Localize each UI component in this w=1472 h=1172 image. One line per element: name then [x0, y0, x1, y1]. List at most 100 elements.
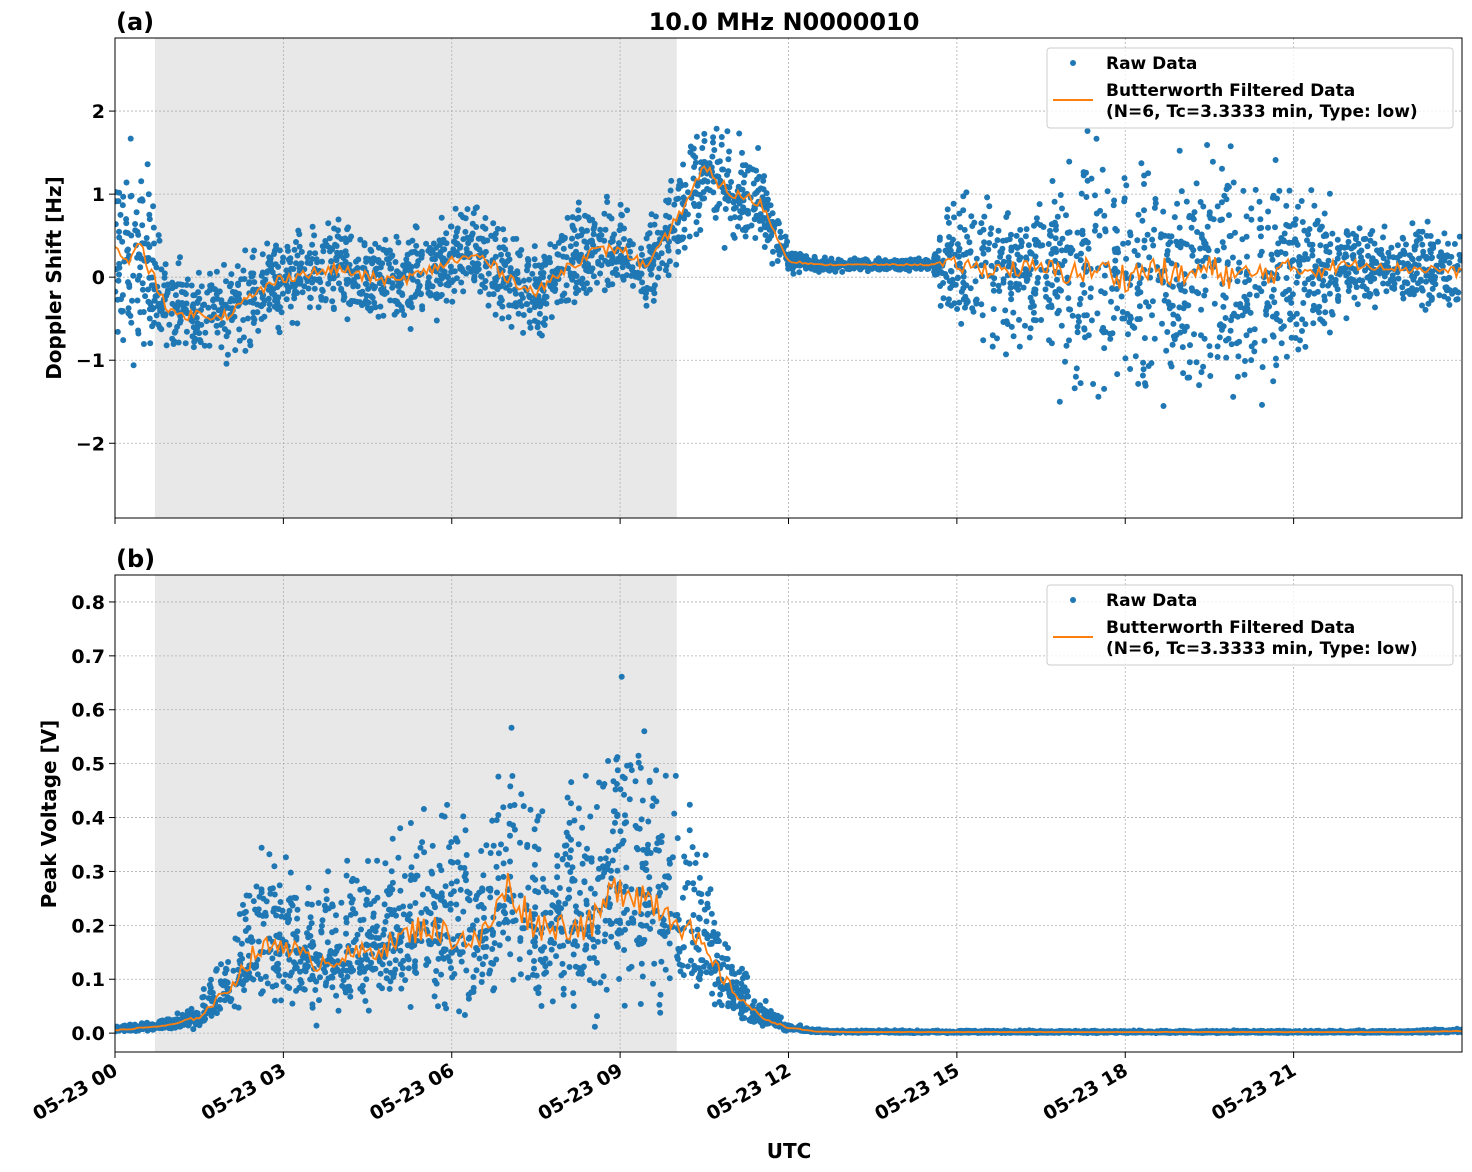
raw-point [493, 817, 500, 824]
raw-point [1005, 263, 1012, 270]
raw-point [610, 778, 617, 785]
raw-point [1074, 329, 1081, 336]
raw-point [495, 773, 502, 780]
raw-point [221, 261, 227, 268]
raw-point [345, 276, 352, 283]
raw-point [1048, 304, 1055, 311]
raw-point [473, 224, 480, 230]
raw-point [1372, 304, 1378, 311]
raw-point [296, 243, 303, 250]
raw-point [948, 302, 955, 309]
raw-point [374, 857, 381, 864]
raw-point [203, 318, 210, 325]
raw-point [955, 253, 962, 260]
raw-point [375, 257, 382, 263]
raw-point [237, 951, 244, 958]
raw-point [714, 952, 721, 959]
raw-point [1229, 254, 1236, 261]
raw-point [146, 315, 153, 322]
axes-frame [114, 37, 1463, 519]
raw-point [1364, 243, 1371, 250]
raw-point [453, 878, 460, 885]
raw-point [119, 238, 126, 245]
raw-point [116, 234, 123, 241]
raw-point [482, 263, 489, 270]
raw-point [1141, 237, 1148, 244]
raw-point [573, 241, 580, 247]
raw-point [1345, 238, 1352, 245]
raw-point [963, 189, 970, 196]
raw-point [1038, 317, 1045, 323]
raw-point [666, 258, 673, 265]
raw-point [614, 767, 621, 774]
raw-point [1095, 393, 1102, 400]
raw-point [978, 301, 985, 308]
raw-point [1008, 290, 1015, 297]
panel-label-b: (b) [116, 545, 155, 573]
raw-point [280, 254, 287, 261]
raw-point [589, 936, 596, 943]
raw-point [891, 257, 898, 264]
raw-point [214, 329, 221, 336]
raw-point [1257, 252, 1264, 259]
raw-point [317, 279, 324, 286]
raw-point [1037, 222, 1044, 229]
raw-point [174, 305, 180, 312]
raw-point [639, 279, 646, 286]
raw-point [1411, 273, 1418, 280]
raw-point [376, 280, 383, 287]
raw-point [956, 299, 963, 306]
raw-point [1345, 288, 1352, 294]
raw-point [235, 1004, 242, 1011]
raw-point [575, 805, 582, 812]
raw-point [153, 264, 160, 271]
raw-point [1326, 290, 1333, 297]
raw-point [1081, 289, 1088, 296]
raw-point [720, 166, 727, 173]
raw-point [1325, 257, 1332, 264]
raw-point [1067, 244, 1074, 251]
filtered-line [115, 164, 1462, 322]
raw-point [115, 277, 122, 284]
raw-point [309, 241, 316, 248]
raw-point [579, 860, 586, 867]
raw-point [238, 276, 245, 283]
raw-point [359, 264, 366, 271]
raw-point [968, 213, 975, 220]
raw-point [728, 179, 735, 185]
raw-point [335, 227, 341, 234]
raw-point [120, 337, 127, 344]
raw-point [115, 189, 119, 196]
raw-point [650, 980, 656, 987]
raw-point [318, 929, 325, 936]
raw-point [1143, 299, 1149, 306]
raw-point [1057, 192, 1064, 198]
raw-point [1134, 252, 1141, 259]
raw-point [720, 189, 727, 195]
raw-point [566, 964, 573, 970]
raw-point [1317, 242, 1324, 249]
raw-point [1033, 215, 1040, 222]
raw-point [903, 264, 910, 271]
raw-point [1073, 365, 1080, 372]
raw-point [630, 282, 636, 289]
raw-point [1227, 143, 1234, 150]
raw-point [1244, 253, 1250, 260]
raw-point [604, 277, 611, 284]
raw-point [590, 231, 597, 238]
raw-point [305, 884, 312, 891]
raw-point [1194, 258, 1201, 265]
raw-point [206, 342, 213, 349]
raw-point [1399, 284, 1406, 291]
raw-point [536, 276, 543, 282]
raw-point [386, 985, 393, 992]
raw-point [561, 235, 568, 242]
raw-point [1306, 289, 1313, 295]
raw-point [691, 164, 698, 170]
raw-point [560, 991, 567, 998]
raw-point [377, 264, 384, 271]
raw-point [1337, 266, 1344, 272]
raw-point [419, 303, 426, 310]
raw-point [524, 262, 531, 269]
raw-point [1171, 214, 1178, 221]
